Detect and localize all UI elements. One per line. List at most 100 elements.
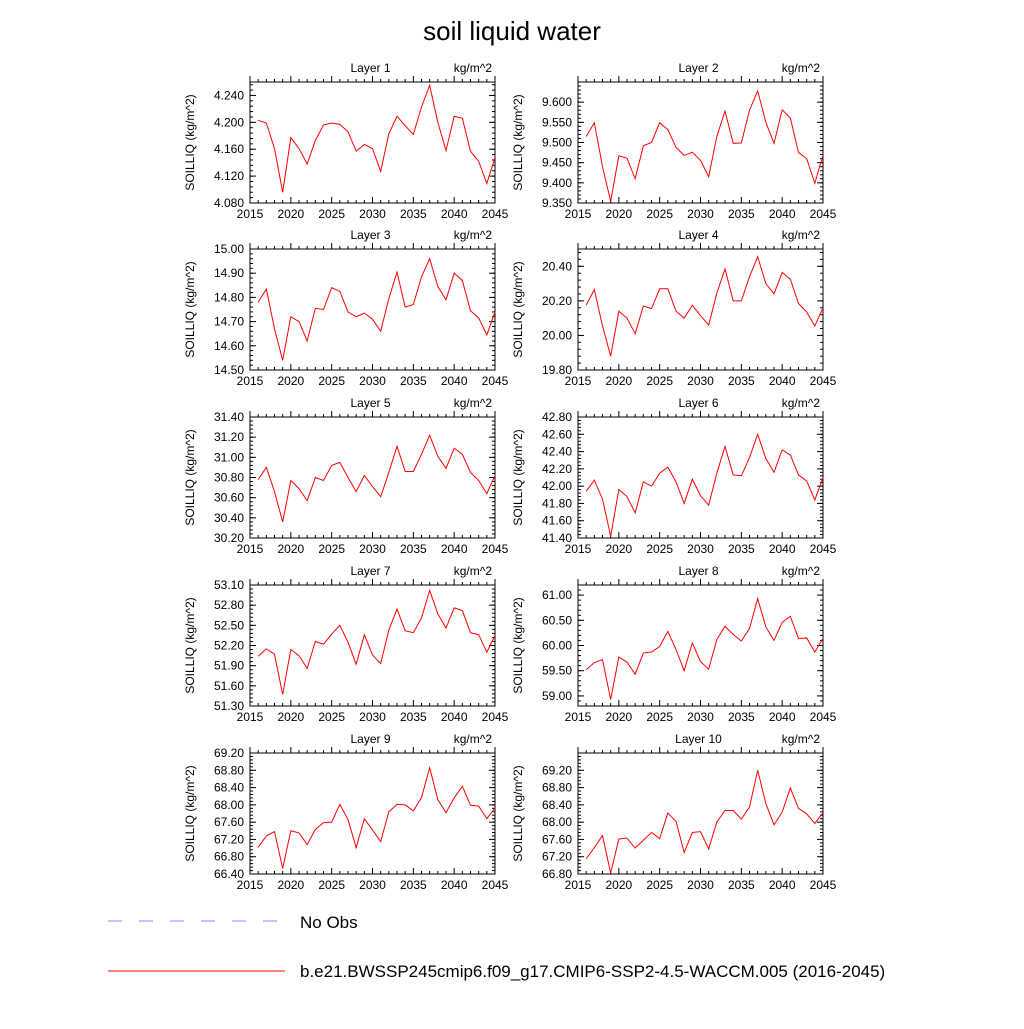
legend-obs-label: No Obs — [300, 913, 358, 932]
x-tick-label: 2040 — [769, 542, 796, 556]
x-tick-label: 2030 — [687, 710, 714, 724]
x-tick-label: 2020 — [277, 374, 304, 388]
y-tick-label: 4.080 — [214, 196, 244, 210]
panel-4: 2015 2020 2025 2030 2035 2040 2045 19.80 20.00 20… — [511, 228, 837, 388]
panel-units: kg/m^2 — [454, 564, 493, 578]
y-tick-label: 14.90 — [214, 266, 244, 280]
y-tick-label: 14.80 — [214, 290, 244, 304]
panel-2: 2015 2020 2025 2030 2035 2040 2045 9.350 9.400 9.… — [511, 61, 837, 221]
panel-title: Layer 2 — [678, 61, 718, 75]
x-tick-label: 2025 — [646, 207, 673, 221]
x-tick-label: 2025 — [646, 542, 673, 556]
y-tick-label: 41.60 — [542, 514, 572, 528]
panel-3: 2015 2020 2025 2030 2035 2040 2045 14.50 14.60 14… — [183, 228, 509, 388]
x-tick-label: 2040 — [441, 710, 468, 724]
panel-units: kg/m^2 — [782, 61, 821, 75]
y-tick-label: 52.50 — [214, 618, 244, 632]
y-tick-label: 30.80 — [214, 471, 244, 485]
x-tick-label: 2030 — [359, 878, 386, 892]
x-tick-label: 2025 — [318, 878, 345, 892]
x-tick-label: 2015 — [237, 374, 264, 388]
y-tick-label: 68.00 — [542, 815, 572, 829]
y-tick-label: 68.80 — [214, 763, 244, 777]
x-tick-label: 2020 — [605, 710, 632, 724]
x-tick-label: 2045 — [810, 374, 837, 388]
y-tick-label: 68.80 — [542, 781, 572, 795]
y-tick-label: 4.200 — [214, 115, 244, 129]
panel-units: kg/m^2 — [454, 61, 493, 75]
y-tick-label: 59.50 — [542, 664, 572, 678]
x-tick-label: 2045 — [482, 710, 509, 724]
y-tick-label: 69.20 — [214, 746, 244, 760]
x-tick-label: 2015 — [565, 374, 592, 388]
y-tick-label: 67.20 — [542, 850, 572, 864]
x-tick-label: 2035 — [400, 207, 427, 221]
y-tick-label: 67.60 — [542, 832, 572, 846]
y-tick-label: 9.550 — [542, 115, 572, 129]
legend-model-label: b.e21.BWSSP245cmip6.f09_g17.CMIP6-SSP2-4… — [300, 962, 885, 981]
x-tick-label: 2045 — [810, 878, 837, 892]
x-tick-label: 2040 — [441, 207, 468, 221]
panel-units: kg/m^2 — [454, 732, 493, 746]
y-tick-label: 4.160 — [214, 142, 244, 156]
y-tick-label: 30.40 — [214, 511, 244, 525]
panel-units: kg/m^2 — [782, 732, 821, 746]
panel-6: 2015 2020 2025 2030 2035 2040 2045 41.40 41.60 41… — [511, 396, 837, 556]
x-tick-label: 2045 — [482, 542, 509, 556]
y-tick-label: 9.500 — [542, 136, 572, 150]
x-tick-label: 2040 — [769, 710, 796, 724]
x-tick-label: 2015 — [565, 542, 592, 556]
x-tick-label: 2035 — [728, 542, 755, 556]
y-tick-label: 67.20 — [214, 832, 244, 846]
x-tick-label: 2040 — [441, 542, 468, 556]
x-tick-label: 2025 — [318, 542, 345, 556]
x-tick-label: 2015 — [237, 542, 264, 556]
panel-units: kg/m^2 — [782, 564, 821, 578]
y-tick-label: 59.00 — [542, 689, 572, 703]
panel-title: Layer 8 — [678, 564, 718, 578]
x-tick-label: 2025 — [646, 878, 673, 892]
panel-title: Layer 7 — [350, 564, 390, 578]
panel-title: Layer 5 — [350, 396, 390, 410]
y-tick-label: 31.40 — [214, 410, 244, 424]
x-tick-label: 2035 — [400, 878, 427, 892]
x-tick-label: 2040 — [769, 374, 796, 388]
y-tick-label: 67.60 — [214, 815, 244, 829]
y-tick-label: 66.80 — [542, 867, 572, 881]
y-tick-label: 51.60 — [214, 679, 244, 693]
y-tick-label: 66.80 — [214, 850, 244, 864]
y-tick-label: 69.20 — [542, 763, 572, 777]
x-tick-label: 2045 — [810, 207, 837, 221]
panel-frame — [249, 416, 496, 539]
x-tick-label: 2020 — [277, 207, 304, 221]
x-tick-label: 2035 — [400, 374, 427, 388]
x-tick-label: 2040 — [441, 374, 468, 388]
y-tick-label: 9.400 — [542, 176, 572, 190]
panel-frame — [249, 752, 496, 875]
panels: 2015 2020 2025 2030 2035 2040 2045 4.080 4.120 4.… — [183, 61, 837, 892]
panel-8: 2015 2020 2025 2030 2035 2040 2045 59.00 59.50 60… — [511, 564, 837, 724]
y-axis-label: SOILLIQ (kg/m^2) — [511, 597, 525, 693]
x-tick-label: 2030 — [687, 542, 714, 556]
series-line — [585, 432, 824, 537]
x-tick-label: 2030 — [359, 207, 386, 221]
x-tick-label: 2045 — [482, 878, 509, 892]
x-tick-label: 2035 — [728, 878, 755, 892]
x-tick-label: 2045 — [482, 207, 509, 221]
series-line — [257, 588, 496, 695]
x-tick-label: 2020 — [605, 542, 632, 556]
panel-title: Layer 3 — [350, 228, 390, 242]
y-tick-label: 42.60 — [542, 427, 572, 441]
x-tick-label: 2030 — [359, 710, 386, 724]
x-tick-label: 2040 — [769, 878, 796, 892]
panel-frame — [577, 81, 824, 204]
panel-units: kg/m^2 — [454, 396, 493, 410]
y-tick-label: 42.00 — [542, 479, 572, 493]
series-line — [585, 89, 824, 202]
y-tick-label: 9.350 — [542, 196, 572, 210]
panel-units: kg/m^2 — [782, 228, 821, 242]
panel-title: Layer 4 — [678, 228, 718, 242]
y-tick-label: 60.50 — [542, 613, 572, 627]
